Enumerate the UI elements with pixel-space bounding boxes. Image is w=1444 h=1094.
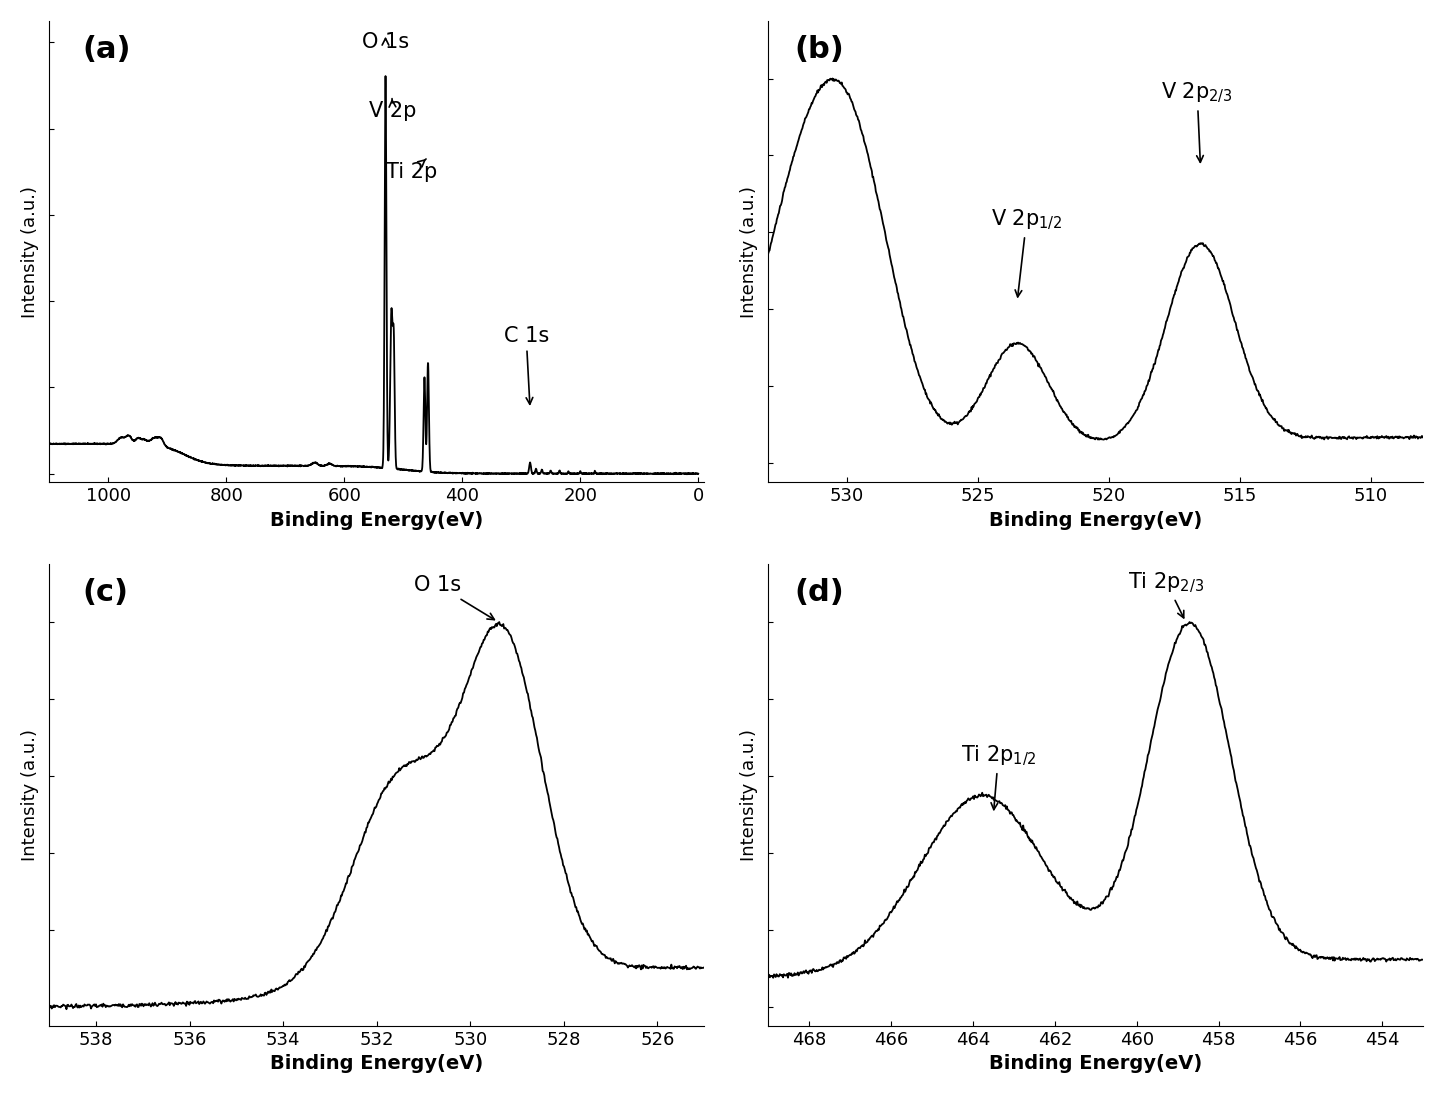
- X-axis label: Binding Energy(eV): Binding Energy(eV): [989, 511, 1203, 529]
- Text: V 2p$_{2/3}$: V 2p$_{2/3}$: [1161, 81, 1233, 162]
- X-axis label: Binding Energy(eV): Binding Energy(eV): [270, 511, 484, 529]
- Text: V 2p: V 2p: [370, 98, 416, 121]
- Text: (b): (b): [794, 35, 845, 63]
- Text: V 2p$_{1/2}$: V 2p$_{1/2}$: [991, 208, 1063, 296]
- Y-axis label: Intensity (a.u.): Intensity (a.u.): [739, 729, 758, 861]
- Text: Ti 2p$_{2/3}$: Ti 2p$_{2/3}$: [1128, 571, 1204, 618]
- Text: O 1s: O 1s: [362, 33, 409, 53]
- Text: (c): (c): [82, 579, 129, 607]
- Text: O 1s: O 1s: [414, 575, 494, 619]
- Text: Ti 2p: Ti 2p: [386, 159, 436, 182]
- Text: Ti 2p$_{1/2}$: Ti 2p$_{1/2}$: [960, 744, 1037, 810]
- Text: (a): (a): [82, 35, 130, 63]
- Text: (d): (d): [794, 579, 845, 607]
- X-axis label: Binding Energy(eV): Binding Energy(eV): [989, 1055, 1203, 1073]
- X-axis label: Binding Energy(eV): Binding Energy(eV): [270, 1055, 484, 1073]
- Y-axis label: Intensity (a.u.): Intensity (a.u.): [20, 729, 39, 861]
- Y-axis label: Intensity (a.u.): Intensity (a.u.): [739, 186, 758, 317]
- Text: C 1s: C 1s: [504, 326, 549, 405]
- Y-axis label: Intensity (a.u.): Intensity (a.u.): [20, 186, 39, 317]
